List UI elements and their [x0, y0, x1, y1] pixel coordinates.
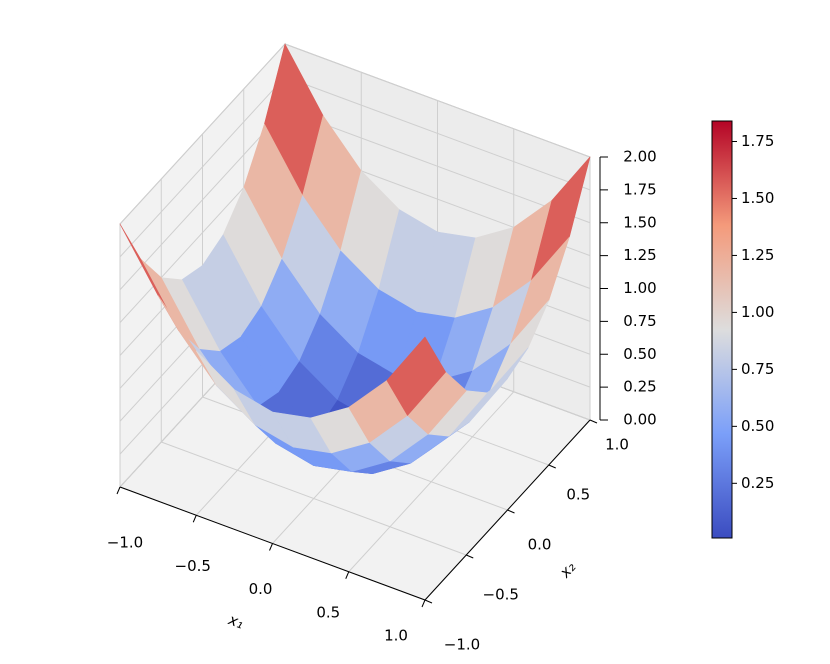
z-tick-label: 1.00	[623, 279, 656, 297]
colorbar-tick-label: 1.50	[741, 189, 774, 207]
colorbar-tick-label: 1.00	[741, 303, 774, 321]
y-tick	[589, 419, 598, 424]
x-tick-label: −1.0	[107, 534, 143, 552]
y-tick-label: 0.0	[528, 536, 552, 554]
z-tick-label: 0.25	[623, 378, 656, 396]
x-tick-label: −0.5	[175, 557, 211, 575]
y-tick-label: 0.5	[566, 486, 590, 504]
z-tick-label: 1.50	[623, 213, 656, 231]
x-tick	[345, 571, 350, 579]
x-tick	[192, 515, 197, 523]
colorbar-tick-label: 1.25	[741, 246, 774, 264]
x-tick-label: 0.0	[249, 580, 273, 598]
y-tick-label: 1.0	[605, 436, 629, 454]
colorbar-tick-label: 0.75	[741, 360, 774, 378]
x-tick	[116, 486, 121, 495]
y-tick	[507, 509, 515, 514]
z-tick-label: 0.00	[623, 411, 656, 429]
colorbar	[711, 120, 733, 539]
z-tick-label: 0.50	[623, 345, 656, 363]
colorbar-tick-label: 1.75	[741, 132, 774, 150]
surface-patch	[386, 336, 446, 416]
colorbar-tick-label: 0.25	[741, 474, 774, 492]
z-tick-label: 0.75	[623, 312, 656, 330]
colorbar-tick-label: 0.50	[741, 417, 774, 435]
z-tick-label: 1.25	[623, 246, 656, 264]
y-tick-label: −1.0	[444, 636, 480, 654]
x-tick	[421, 599, 426, 608]
y-tick	[424, 599, 433, 604]
z-tick-label: 1.75	[623, 180, 656, 198]
y-tick	[548, 464, 556, 469]
x-tick-label: 0.5	[316, 603, 340, 621]
x-tick	[269, 543, 273, 551]
z-tick-label: 2.00	[623, 148, 656, 166]
x-axis-label: x₁	[225, 610, 246, 632]
y-tick	[466, 554, 474, 559]
y-tick-label: −0.5	[483, 586, 519, 604]
y-axis-label: x₂	[555, 558, 579, 582]
x-tick-label: 1.0	[384, 627, 408, 645]
